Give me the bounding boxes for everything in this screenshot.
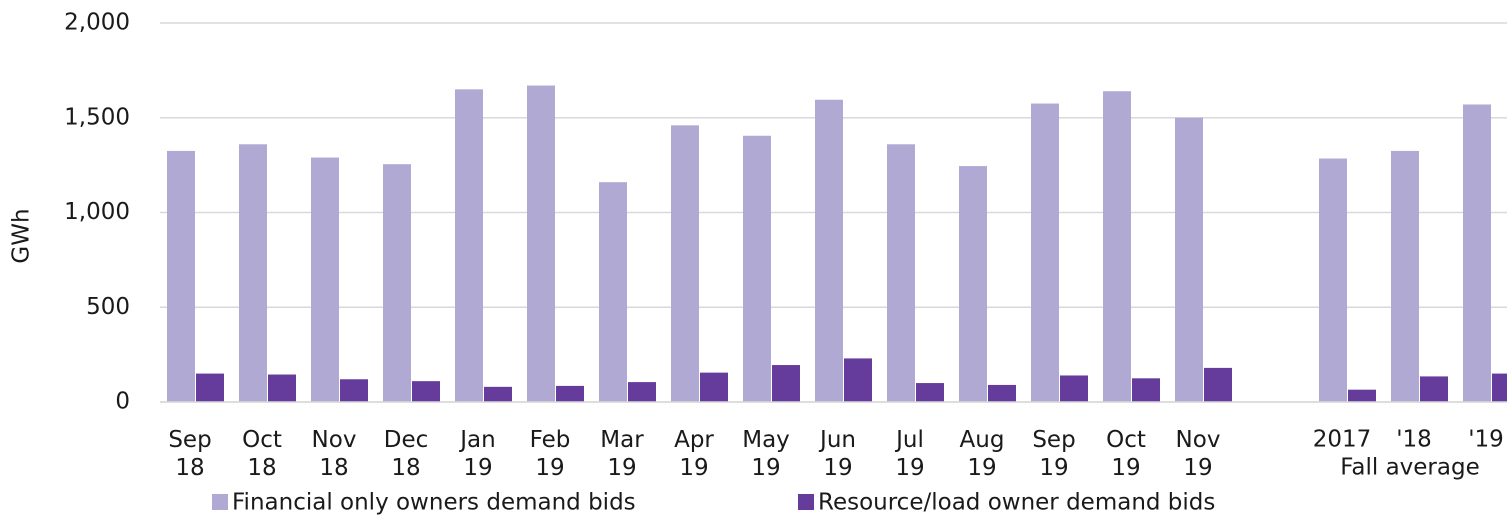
bar <box>1348 389 1376 402</box>
y-tick-label: 2,000 <box>64 10 130 36</box>
bar <box>988 384 1016 402</box>
bar <box>1463 104 1491 403</box>
x-tick-label: Nov 19 <box>1176 427 1221 481</box>
y-axis-label: GWh <box>9 208 35 263</box>
x-tick-label: '18 <box>1396 427 1432 453</box>
bar <box>239 144 267 402</box>
bar <box>1060 375 1088 402</box>
x-tick-label: Aug 19 <box>960 427 1005 481</box>
bar <box>743 135 771 402</box>
bar <box>455 89 483 402</box>
bar <box>887 144 915 402</box>
bar <box>772 365 800 402</box>
bar <box>599 182 627 402</box>
x-tick-label: Dec 18 <box>384 427 429 481</box>
bar <box>383 164 411 402</box>
bar <box>1319 158 1347 402</box>
bar <box>700 372 728 402</box>
bar <box>340 379 368 402</box>
x-tick-label: Oct 18 <box>242 427 282 481</box>
bar <box>844 358 872 402</box>
bar <box>1132 378 1160 402</box>
x-tick-label: Nov 18 <box>312 427 357 481</box>
x-tick-label: May 19 <box>742 427 790 481</box>
x-tick-label: Jun 19 <box>818 427 856 481</box>
x-tick-label: Jul 19 <box>894 427 925 481</box>
bar <box>815 99 843 402</box>
bar <box>556 385 584 402</box>
legend-label: Financial only owners demand bids <box>232 490 636 516</box>
bar <box>268 374 296 402</box>
bar <box>311 157 339 402</box>
legend-swatch <box>212 494 228 510</box>
bar <box>671 125 699 402</box>
bar <box>484 386 512 402</box>
x-tick-label: Sep 18 <box>168 427 211 481</box>
bar <box>1204 367 1232 402</box>
legend-label: Resource/load owner demand bids <box>818 490 1215 516</box>
bar <box>628 382 656 402</box>
y-tick-label: 1,500 <box>64 104 130 130</box>
x-tick-label: Mar 19 <box>600 427 644 481</box>
bar <box>916 383 944 402</box>
bar <box>167 150 195 402</box>
bar <box>412 381 440 402</box>
bar <box>1175 117 1203 402</box>
x-tick-label: Sep 19 <box>1032 427 1075 481</box>
y-tick-label: 1,000 <box>64 199 130 225</box>
bar <box>1031 103 1059 402</box>
x-tick-label: Feb 19 <box>530 427 571 481</box>
x-tick-label: Oct 19 <box>1106 427 1146 481</box>
bar <box>1420 376 1448 402</box>
x-tick-label: '19 <box>1468 427 1504 453</box>
legend-swatch <box>798 494 814 510</box>
bar <box>1492 373 1507 402</box>
y-tick-label: 0 <box>115 389 130 415</box>
x-tick-label: Jan 19 <box>458 427 495 481</box>
annotation: Fall average <box>1340 455 1479 481</box>
bar <box>959 166 987 402</box>
bar <box>527 85 555 402</box>
x-tick-label: Apr 19 <box>674 427 714 481</box>
bar <box>1391 150 1419 402</box>
y-tick-label: 500 <box>86 294 130 320</box>
bar <box>1103 91 1131 402</box>
x-tick-label: 2017 <box>1313 427 1372 453</box>
bar <box>196 373 224 402</box>
